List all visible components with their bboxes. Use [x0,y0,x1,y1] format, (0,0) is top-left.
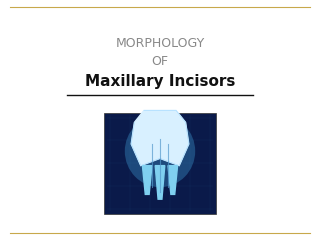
Text: Maxillary Incisors: Maxillary Incisors [85,74,235,89]
Text: OF: OF [151,55,169,68]
Polygon shape [131,110,189,166]
Polygon shape [155,166,165,199]
Text: MORPHOLOGY: MORPHOLOGY [116,37,204,50]
Polygon shape [142,166,152,194]
Polygon shape [168,166,178,194]
Ellipse shape [125,115,195,187]
FancyBboxPatch shape [104,113,216,214]
